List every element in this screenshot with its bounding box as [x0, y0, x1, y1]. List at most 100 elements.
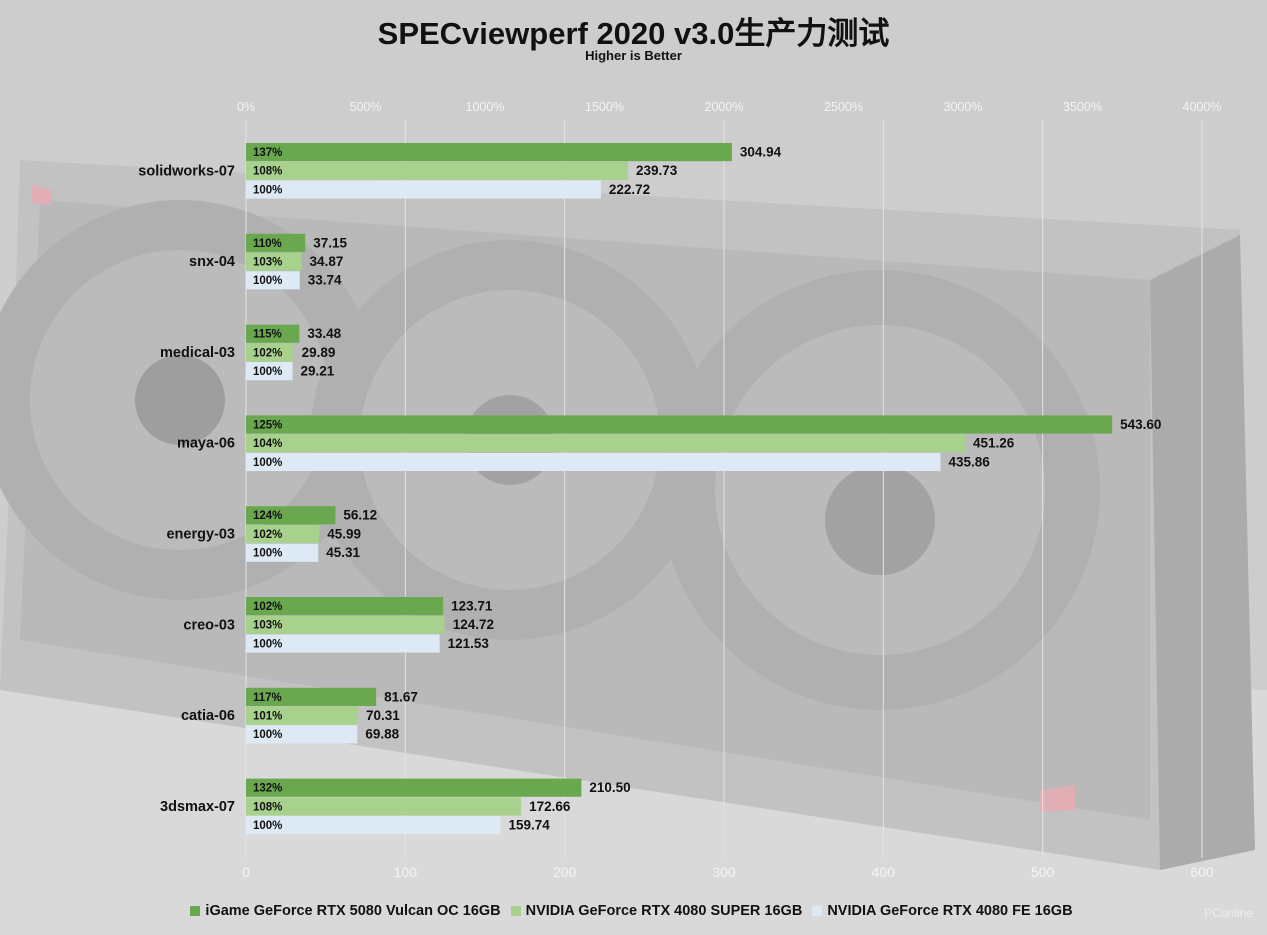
- bar-percent-label: 102%: [253, 347, 282, 359]
- bar: [246, 452, 941, 471]
- bar-value-label: 29.21: [301, 364, 335, 379]
- top-axis-tick-label: 3000%: [944, 100, 983, 114]
- category-label: catia-06: [181, 708, 235, 724]
- bar: [246, 543, 319, 562]
- category-label: maya-06: [177, 436, 235, 452]
- bar-percent-label: 137%: [253, 147, 282, 159]
- legend-item-series-2: NVIDIA GeForce RTX 4080 SUPER 16GB: [510, 903, 803, 919]
- bar: [246, 706, 359, 725]
- bar-value-label: 81.67: [384, 689, 418, 704]
- bar-percent-label: 100%: [253, 548, 282, 560]
- bar-value-label: 37.15: [313, 235, 347, 250]
- bar: [246, 271, 300, 290]
- bar-percent-label: 125%: [253, 419, 282, 431]
- bar-value-label: 70.31: [366, 708, 400, 723]
- bar: [246, 343, 294, 362]
- bar-value-label: 210.50: [589, 780, 630, 795]
- bar-percent-label: 132%: [253, 783, 282, 795]
- bottom-axis-tick-label: 200: [553, 864, 577, 880]
- bar: [246, 687, 377, 706]
- bar: [246, 778, 582, 797]
- bottom-axis-tick-label: 400: [872, 864, 896, 880]
- bar-percent-label: 100%: [253, 275, 282, 287]
- bar: [246, 233, 306, 252]
- bar: [246, 634, 440, 653]
- bar: [246, 252, 302, 271]
- bar-percent-label: 108%: [253, 801, 282, 813]
- category-label: energy-03: [166, 527, 235, 543]
- top-axis-percent: 0% 500% 1000% 1500% 2000% 2500% 3000% 3500% 4000…: [237, 100, 1222, 114]
- bars: 137% 304.94 108% 239.73 100% 222.72 110% 37.15 1…: [246, 143, 1161, 835]
- top-axis-tick-label: 2500%: [824, 100, 863, 114]
- bar-percent-label: 100%: [253, 638, 282, 650]
- bar-value-label: 239.73: [636, 163, 678, 178]
- bar: [246, 725, 358, 744]
- bar: [246, 506, 336, 525]
- bar: [246, 816, 501, 835]
- top-axis-tick-label: 3500%: [1063, 100, 1102, 114]
- bar: [246, 324, 300, 343]
- bottom-axis-tick-label: 100: [394, 864, 418, 880]
- bar: [246, 180, 601, 199]
- bottom-axis-tick-label: 300: [712, 864, 736, 880]
- legend-label-series-1: iGame GeForce RTX 5080 Vulcan OC 16GB: [205, 903, 501, 919]
- bar-percent-label: 117%: [253, 692, 282, 704]
- bottom-axis-tick-label: 600: [1190, 864, 1214, 880]
- bar-percent-label: 103%: [253, 620, 282, 632]
- chart-subtitle: Higher is Better: [585, 48, 682, 63]
- bar-value-label: 543.60: [1120, 417, 1161, 432]
- legend-label-series-2: NVIDIA GeForce RTX 4080 SUPER 16GB: [525, 903, 803, 919]
- bar: [246, 434, 966, 453]
- bar: [246, 415, 1113, 434]
- bar-value-label: 56.12: [343, 508, 377, 523]
- bar-value-label: 124.72: [453, 617, 494, 632]
- top-axis-tick-label: 1000%: [466, 100, 505, 114]
- bar-value-label: 34.87: [310, 254, 344, 269]
- bar-value-label: 121.53: [448, 636, 490, 651]
- top-axis-tick-label: 4000%: [1183, 100, 1222, 114]
- bar: [246, 143, 732, 162]
- bar-percent-label: 103%: [253, 257, 282, 269]
- legend: iGame GeForce RTX 5080 Vulcan OC 16GB NV…: [0, 903, 1267, 919]
- bar: [246, 797, 522, 816]
- bar-value-label: 172.66: [529, 799, 571, 814]
- legend-item-series-1: iGame GeForce RTX 5080 Vulcan OC 16GB: [190, 903, 501, 919]
- top-axis-tick-label: 1500%: [585, 100, 624, 114]
- bar-percent-label: 102%: [253, 529, 282, 541]
- bar: [246, 524, 320, 544]
- bar-value-label: 159.74: [509, 818, 551, 833]
- top-axis-tick-label: 2000%: [705, 100, 744, 114]
- bar-percent-label: 110%: [253, 238, 282, 250]
- grid-lines: [245, 120, 1203, 858]
- category-label: medical-03: [160, 345, 235, 361]
- top-axis-tick-label: 0%: [237, 100, 255, 114]
- legend-swatch-series-1: [190, 906, 201, 916]
- bar-value-label: 29.89: [302, 345, 336, 360]
- bar-value-label: 451.26: [973, 436, 1015, 451]
- bar-value-label: 33.74: [308, 273, 342, 288]
- legend-label-series-3: NVIDIA GeForce RTX 4080 FE 16GB: [827, 903, 1073, 919]
- top-axis-tick-label: 500%: [350, 100, 382, 114]
- bar: [246, 597, 444, 616]
- bar-percent-label: 100%: [253, 729, 282, 741]
- bar-percent-label: 100%: [253, 457, 282, 469]
- legend-swatch-series-2: [510, 906, 521, 916]
- category-label: 3dsmax-07: [160, 799, 235, 815]
- legend-item-series-3: NVIDIA GeForce RTX 4080 FE 16GB: [812, 903, 1073, 919]
- bar-percent-label: 100%: [253, 366, 282, 378]
- bar: [246, 362, 293, 381]
- category-label: creo-03: [183, 617, 235, 633]
- bar-percent-label: 102%: [253, 601, 282, 613]
- bar-value-label: 69.88: [365, 727, 399, 742]
- bar-value-label: 304.94: [740, 145, 782, 160]
- chart-title: SPECviewperf 2020 v3.0生产力测试: [377, 16, 890, 51]
- bottom-axis-tick-label: 500: [1031, 864, 1055, 880]
- bar-percent-label: 100%: [253, 820, 282, 832]
- bar-value-label: 222.72: [609, 182, 650, 197]
- category-label: solidworks-07: [138, 163, 235, 179]
- bar-value-label: 435.86: [948, 454, 990, 469]
- bar-value-label: 45.99: [327, 526, 361, 541]
